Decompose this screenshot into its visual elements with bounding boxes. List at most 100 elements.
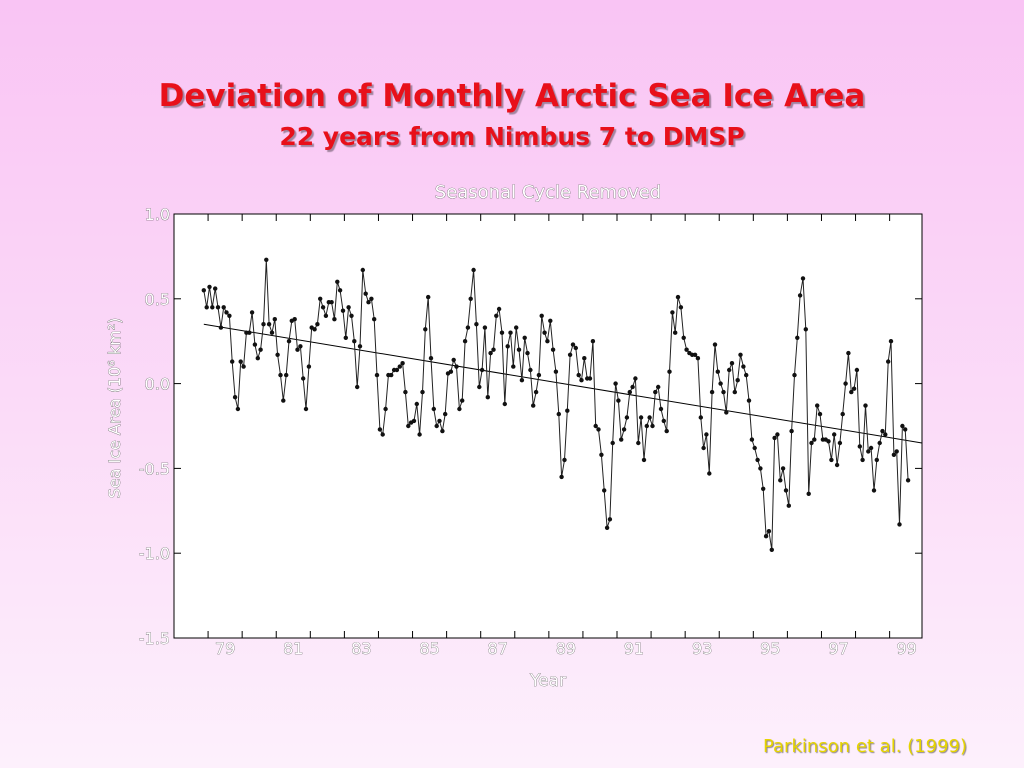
data-point xyxy=(403,389,408,395)
x-tick-label: 91 xyxy=(624,639,644,658)
data-point xyxy=(451,357,456,363)
data-point xyxy=(335,279,340,284)
data-point xyxy=(372,317,377,322)
data-point xyxy=(636,440,641,446)
data-point xyxy=(684,347,689,352)
data-point xyxy=(352,339,357,344)
data-point xyxy=(210,305,215,310)
data-point xyxy=(457,406,462,412)
data-point xyxy=(284,372,289,378)
data-point xyxy=(389,372,394,378)
data-point xyxy=(891,452,897,457)
slide-subtitle: 22 years from Nimbus 7 to DMSP xyxy=(279,122,745,151)
data-point xyxy=(735,378,740,383)
data-point xyxy=(315,322,320,327)
data-point xyxy=(238,359,243,364)
data-point xyxy=(900,423,905,429)
data-point xyxy=(411,418,417,424)
data-point xyxy=(883,432,888,437)
x-tick-label: 99 xyxy=(896,639,916,658)
data-point xyxy=(599,452,604,457)
data-point xyxy=(766,529,772,534)
data-point xyxy=(638,415,644,420)
data-point xyxy=(496,306,502,312)
data-point xyxy=(775,432,780,437)
data-point xyxy=(514,325,519,330)
data-point xyxy=(264,257,269,262)
data-point xyxy=(241,364,246,369)
data-point xyxy=(718,381,723,386)
data-point xyxy=(443,411,448,417)
data-point xyxy=(792,372,797,378)
data-point xyxy=(434,423,439,429)
y-axis-label: Sea Ice Area (10⁶ km²) xyxy=(105,318,124,499)
data-point xyxy=(505,344,510,349)
data-point xyxy=(763,534,769,539)
data-point xyxy=(462,339,468,344)
data-point xyxy=(346,305,351,310)
data-point xyxy=(417,432,422,437)
data-point xyxy=(204,305,209,310)
data-point xyxy=(355,384,360,390)
data-point xyxy=(576,372,581,378)
data-point xyxy=(275,352,280,357)
data-point xyxy=(448,369,454,374)
x-tick-label: 81 xyxy=(283,639,303,658)
data-point xyxy=(320,305,326,310)
data-point xyxy=(556,411,561,417)
data-point xyxy=(579,378,584,383)
data-point xyxy=(641,457,647,463)
data-point xyxy=(840,411,845,417)
data-point xyxy=(849,389,854,395)
x-axis-label: Year xyxy=(529,671,566,691)
data-point xyxy=(627,389,632,395)
data-point xyxy=(837,440,843,446)
data-point xyxy=(772,435,777,441)
data-point xyxy=(650,423,655,429)
data-point xyxy=(218,325,224,330)
data-point xyxy=(247,330,252,335)
data-point xyxy=(269,330,275,335)
data-point xyxy=(286,339,292,344)
data-point xyxy=(704,432,709,437)
data-point xyxy=(567,352,573,357)
data-point xyxy=(653,389,658,395)
data-point xyxy=(834,462,840,468)
data-point xyxy=(431,406,436,412)
data-point xyxy=(712,342,718,347)
data-point xyxy=(894,449,899,454)
data-point xyxy=(494,313,499,318)
data-point xyxy=(477,384,482,390)
data-point xyxy=(491,347,496,352)
data-point xyxy=(255,356,260,361)
data-point xyxy=(272,317,277,322)
citation: Parkinson et al. (1999) xyxy=(762,736,967,757)
data-point xyxy=(815,403,820,408)
data-point xyxy=(266,322,272,327)
data-point xyxy=(533,389,539,395)
data-point xyxy=(499,330,505,335)
data-point xyxy=(383,406,388,412)
data-point xyxy=(440,428,445,434)
data-point xyxy=(656,384,661,390)
y-tick-label: 0.0 xyxy=(145,375,170,394)
data-point xyxy=(201,288,206,293)
data-point xyxy=(357,344,363,349)
data-point xyxy=(215,305,221,310)
data-point xyxy=(633,376,638,381)
data-point xyxy=(593,423,598,429)
data-point xyxy=(343,335,348,340)
data-point xyxy=(323,313,329,318)
data-point xyxy=(394,367,400,373)
data-point xyxy=(724,410,729,415)
data-point xyxy=(843,381,848,386)
data-point xyxy=(528,367,533,373)
data-point xyxy=(426,294,431,300)
x-tick-label: 93 xyxy=(692,639,712,658)
data-point xyxy=(749,437,755,442)
data-point xyxy=(414,401,419,407)
data-point xyxy=(806,491,811,496)
data-point xyxy=(207,284,212,290)
data-point xyxy=(542,330,547,335)
